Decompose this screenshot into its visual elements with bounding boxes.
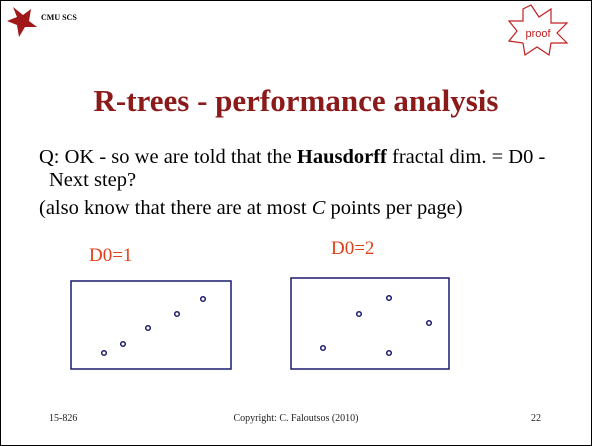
footer-copyright: Copyright: C. Faloutsos (2010) [233,413,359,424]
bold-text: Hausdorff [296,146,387,168]
text: Q: OK - so we are told that the [39,146,297,168]
proof-stamp [507,4,569,57]
text: fractal dim. = D0 - Next step? [49,146,546,191]
points [100,294,433,357]
figure-label: D0=2 [331,238,375,259]
bullet: (also know that there are at most C poin… [39,197,574,220]
stamp-text: proof [525,28,551,40]
logo [7,7,37,37]
italic-text: C [311,197,326,219]
text: (also know that there are at most [39,197,312,219]
footer-page: 22 [531,413,541,424]
figure-label: D0=1 [89,245,133,266]
footer-course: 15-826 [49,413,78,424]
box [70,280,232,370]
bullet: Q: OK - so we are told that the Hausdorf… [39,146,574,192]
text: points per page) [325,197,463,219]
slide-title: R-trees - performance analysis [93,83,499,118]
header-label: CMU SCS [41,13,77,22]
box [290,277,450,370]
